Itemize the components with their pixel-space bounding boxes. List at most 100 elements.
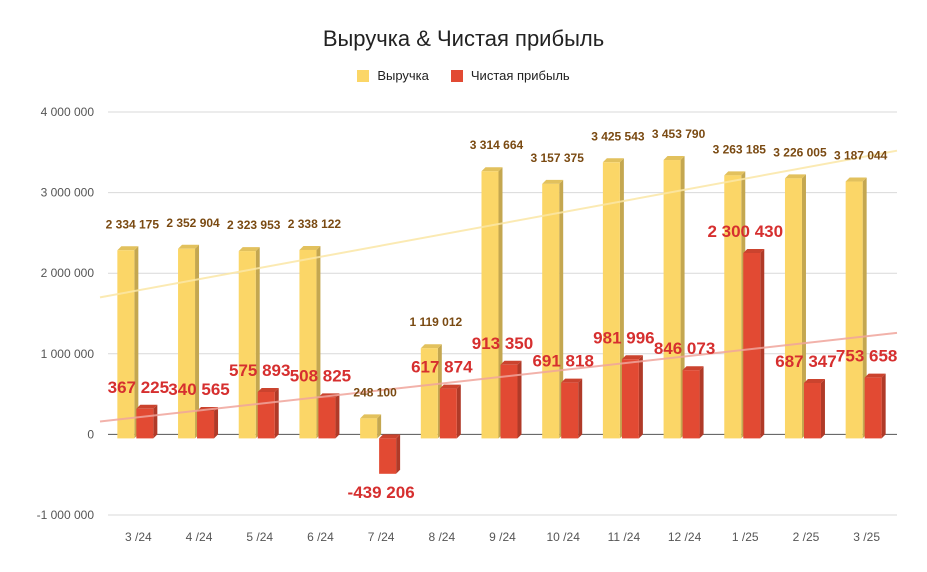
revenue-bar-top xyxy=(724,171,746,176)
x-tick-label: 5 /24 xyxy=(246,530,273,544)
profit-bar-side xyxy=(638,355,643,439)
profit-bar xyxy=(621,359,639,439)
chart-legend: Выручка Чистая прибыль xyxy=(0,68,927,83)
x-tick-label: 3 /25 xyxy=(853,530,880,544)
profit-trendline xyxy=(99,331,898,423)
legend-label-revenue: Выручка xyxy=(377,68,429,83)
x-tick-label: 9 /24 xyxy=(489,530,516,544)
revenue-data-label: 1 119 012 xyxy=(409,315,462,329)
profit-bar xyxy=(803,382,821,439)
revenue-trendline xyxy=(99,149,898,299)
x-tick-label: 4 /24 xyxy=(186,530,213,544)
revenue-data-label: 2 352 904 xyxy=(166,216,220,230)
profit-data-label: 367 225 xyxy=(108,378,169,397)
profit-bar-side xyxy=(820,378,825,439)
profit-bar-top xyxy=(803,378,825,383)
revenue-bar xyxy=(420,348,438,439)
revenue-bar xyxy=(663,160,681,439)
x-tick-label: 7 /24 xyxy=(368,530,395,544)
revenue-bar-top xyxy=(360,414,382,419)
revenue-bar-top xyxy=(178,244,200,249)
x-tick-label: 8 /24 xyxy=(428,530,455,544)
profit-data-label: 981 996 xyxy=(593,328,654,347)
profit-data-label: 846 073 xyxy=(654,339,715,358)
revenue-data-label: 3 187 044 xyxy=(834,149,888,163)
profit-bar-top xyxy=(621,355,643,360)
profit-bar-top xyxy=(136,404,158,409)
revenue-bar xyxy=(481,171,499,439)
revenue-bar-side xyxy=(134,246,139,439)
profit-bar-side xyxy=(274,387,279,439)
profit-data-label: 753 658 xyxy=(836,347,897,366)
x-tick-label: 12 /24 xyxy=(668,530,702,544)
y-tick-label: -1 000 000 xyxy=(37,508,95,522)
profit-data-label: 913 350 xyxy=(472,334,533,353)
legend-label-net-profit: Чистая прибыль xyxy=(470,68,570,83)
revenue-bar-side xyxy=(559,179,564,439)
y-tick-label: 4 000 000 xyxy=(41,105,95,119)
profit-bar xyxy=(136,408,154,439)
profit-data-label: 617 874 xyxy=(411,358,473,377)
profit-bar-side xyxy=(456,384,461,439)
revenue-bar xyxy=(178,248,196,439)
revenue-bar-side xyxy=(316,245,321,439)
profit-data-label: 2 300 430 xyxy=(707,222,783,241)
profit-bar-top xyxy=(379,434,401,439)
revenue-bar-side xyxy=(195,244,200,439)
legend-item-net-profit: Чистая прибыль xyxy=(450,68,570,83)
x-tick-label: 10 /24 xyxy=(547,530,581,544)
y-tick-label: 3 000 000 xyxy=(41,186,95,200)
y-tick-label: 2 000 000 xyxy=(41,266,95,280)
revenue-bar-top xyxy=(784,174,806,179)
revenue-bar xyxy=(724,175,742,439)
legend-item-revenue: Выручка xyxy=(357,68,429,83)
profit-bar xyxy=(864,377,882,439)
profit-bar xyxy=(439,388,457,439)
revenue-bar-top xyxy=(481,167,503,172)
profit-data-label: 340 565 xyxy=(168,380,229,399)
revenue-data-label: 3 314 664 xyxy=(470,138,524,152)
revenue-bar-top xyxy=(542,179,564,184)
profit-bar-top xyxy=(257,387,279,392)
profit-data-label: 575 893 xyxy=(229,361,290,380)
revenue-bar-side xyxy=(862,177,867,439)
profit-bar-side xyxy=(214,406,219,439)
legend-swatch-net-profit xyxy=(450,69,463,82)
profit-bar-top xyxy=(500,360,522,365)
revenue-bar-top xyxy=(238,247,260,252)
revenue-bar-top xyxy=(602,158,624,163)
profit-data-label: 691 818 xyxy=(532,352,593,371)
profit-bar-side xyxy=(699,366,704,439)
x-tick-label: 6 /24 xyxy=(307,530,334,544)
revenue-bar xyxy=(845,181,863,439)
revenue-bar xyxy=(542,183,560,439)
profit-bar-top xyxy=(682,366,704,371)
revenue-bar xyxy=(602,162,620,439)
revenue-bar xyxy=(784,178,802,439)
revenue-data-label: 2 338 122 xyxy=(288,217,342,231)
revenue-data-label: 3 226 005 xyxy=(773,145,827,159)
profit-bar-side xyxy=(517,360,522,439)
profit-bar-side xyxy=(153,404,158,439)
revenue-data-label: 3 425 543 xyxy=(591,129,645,143)
revenue-bar xyxy=(360,418,378,439)
profit-bar xyxy=(379,438,397,474)
profit-data-label: -439 206 xyxy=(348,483,415,502)
profit-bar xyxy=(500,364,518,439)
revenue-bar-side xyxy=(680,156,685,439)
revenue-bar-side xyxy=(255,247,260,439)
revenue-data-label: 248 100 xyxy=(353,385,397,399)
profit-data-label: 687 347 xyxy=(775,352,836,371)
revenue-bar-top xyxy=(420,344,442,349)
revenue-bar-side xyxy=(801,174,806,439)
revenue-bar-top xyxy=(663,156,685,161)
profit-bar-top xyxy=(439,384,461,389)
revenue-data-label: 2 323 953 xyxy=(227,218,281,232)
y-tick-label: 1 000 000 xyxy=(41,347,95,361)
legend-swatch-revenue xyxy=(357,69,370,82)
y-tick-label: 0 xyxy=(87,427,94,441)
revenue-data-label: 3 157 375 xyxy=(530,151,584,165)
revenue-bar xyxy=(299,249,317,439)
profit-bar-side xyxy=(396,434,401,474)
profit-bar xyxy=(561,382,579,439)
